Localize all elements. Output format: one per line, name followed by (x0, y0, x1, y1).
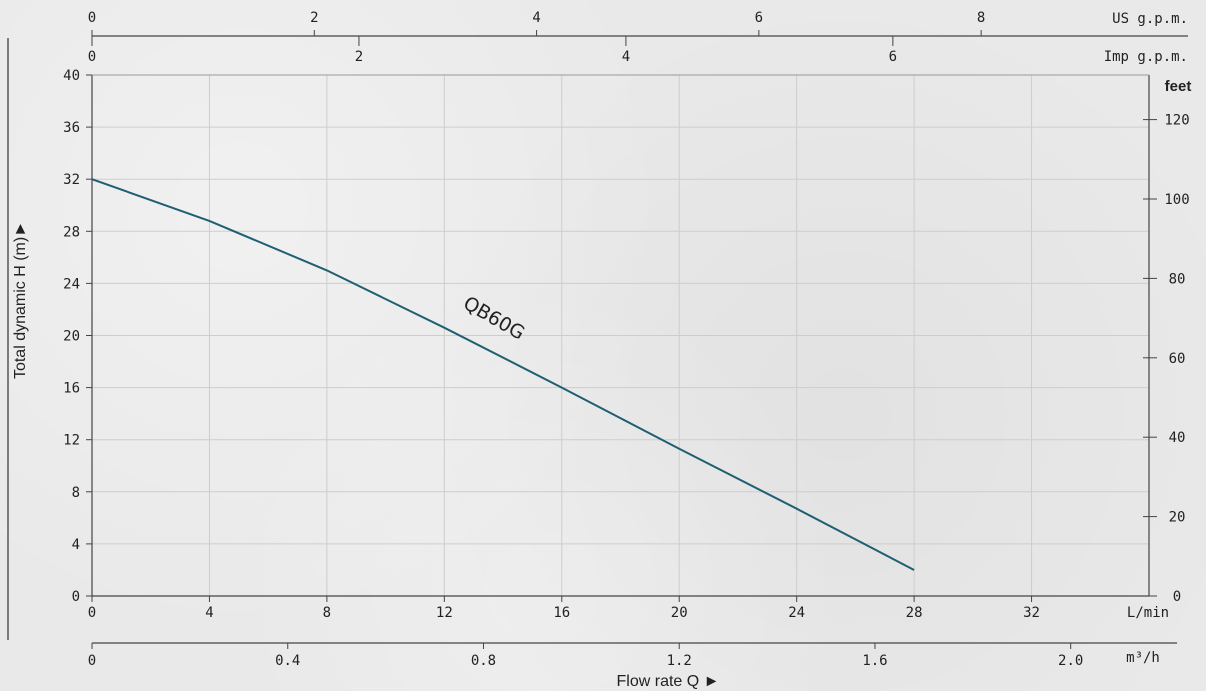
y-tick-label: 32 (63, 172, 80, 188)
y2-tick-label: 0 (1173, 589, 1181, 605)
us-gpm-tick-label: 0 (88, 10, 96, 26)
x-tick-label: 0 (88, 605, 96, 621)
y2-tick-label: 20 (1169, 510, 1186, 526)
m3h-tick-label: 2.0 (1058, 653, 1083, 669)
x-tick-label: 4 (205, 605, 213, 621)
y-tick-label: 4 (72, 537, 80, 553)
imp-gpm-tick-label: 2 (355, 49, 363, 65)
imp-gpm-tick-label: 0 (88, 49, 96, 65)
x-axis-title: Flow rate Q ► (617, 673, 720, 690)
y-tick-label: 0 (72, 589, 80, 605)
series-line-qb60g (91, 178, 915, 571)
y2-tick-label: 40 (1169, 430, 1186, 446)
y-tick-label: 36 (63, 120, 80, 136)
x-tick-label: 8 (323, 605, 331, 621)
imp-gpm-unit-label: Imp g.p.m. (1104, 49, 1188, 65)
imp-gpm-tick-label: 6 (889, 49, 897, 65)
y-tick-label: 40 (63, 68, 80, 84)
y2-unit-label: feet (1165, 78, 1192, 95)
us-gpm-tick-label: 2 (310, 10, 318, 26)
y-tick-label: 24 (63, 276, 80, 292)
y-tick-label: 8 (72, 485, 80, 501)
y2-tick-label: 100 (1164, 192, 1189, 208)
y2-tick-label: 60 (1169, 351, 1186, 367)
y-tick-label: 28 (63, 224, 80, 240)
x-tick-label: 24 (788, 605, 805, 621)
x-tick-label: 32 (1023, 605, 1040, 621)
y2-tick-label: 80 (1169, 271, 1186, 287)
x-tick-label: 20 (671, 605, 688, 621)
series-label-qb60g: QB60G (459, 292, 528, 344)
grid (91, 74, 1150, 597)
m3h-tick-label: 1.6 (862, 653, 887, 669)
us-gpm-tick-label: 6 (755, 10, 763, 26)
m3h-tick-label: 1.2 (667, 653, 692, 669)
m3h-tick-label: 0 (88, 653, 96, 669)
us-gpm-tick-label: 4 (532, 10, 540, 26)
y-tick-label: 20 (63, 329, 80, 345)
series-layer (91, 178, 915, 571)
us-gpm-unit-label: US g.p.m. (1112, 11, 1188, 27)
m3h-tick-label: 0.8 (471, 653, 496, 669)
y-axis-title: Total dynamic H (m)► (12, 221, 29, 379)
m3h-unit-label: m³/h (1126, 650, 1160, 666)
y-tick-label: 16 (63, 381, 80, 397)
x-tick-label: 28 (906, 605, 923, 621)
x-tick-label: 12 (436, 605, 453, 621)
m3h-tick-label: 0.4 (275, 653, 300, 669)
x-tick-label: 16 (553, 605, 570, 621)
us-gpm-tick-label: 8 (977, 10, 985, 26)
y2-tick-label: 120 (1164, 113, 1189, 129)
labels: feet L/min m³/h US g.p.m. Imp g.p.m. QB60G Tot… (12, 11, 1191, 690)
y-tick-label: 12 (63, 433, 80, 449)
x-unit-label: L/min (1127, 605, 1169, 621)
imp-gpm-tick-label: 4 (622, 49, 630, 65)
